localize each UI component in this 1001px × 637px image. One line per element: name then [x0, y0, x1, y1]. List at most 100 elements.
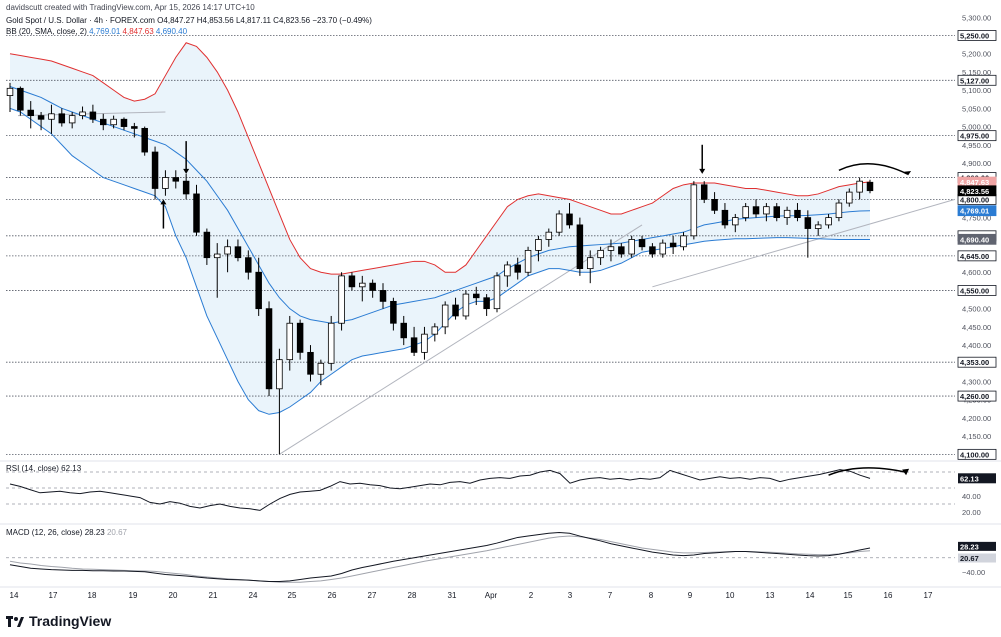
- price-axis-tick: 5,300.00: [962, 13, 991, 22]
- macd-value-tag: 28.23: [960, 542, 979, 551]
- trendline: [652, 198, 956, 288]
- rsi-legend[interactable]: RSI (14, close) 62.13: [6, 464, 81, 473]
- price-level-tag-box: [957, 30, 997, 41]
- candle-body: [483, 297, 490, 310]
- time-axis-tick: 17: [924, 591, 933, 600]
- candle-body: [711, 198, 718, 211]
- time-axis-tick: 8: [649, 591, 654, 600]
- time-axis-tick: 24: [249, 591, 258, 600]
- candle-body: [390, 300, 397, 324]
- candle-body: [856, 180, 863, 193]
- candle-body: [607, 246, 615, 251]
- change-value: −23.70 (−0.49%): [312, 16, 372, 25]
- macd-line: [9, 532, 871, 583]
- price-level-tag-box: [957, 356, 997, 368]
- rsi-legend-value: 62.13: [61, 464, 82, 473]
- macd-axis-tick: −40.00: [962, 568, 985, 577]
- price-level-tag: 4,353.00: [960, 358, 989, 367]
- price-axis-tick: 4,950.00: [962, 141, 991, 150]
- price-level-tag-box: [957, 74, 997, 86]
- symbol-ohlc-line: Gold Spot / U.S. Dollar · 4h · FOREX.com…: [6, 16, 372, 25]
- candle-body: [638, 239, 646, 248]
- price-axis-tick: 4,450.00: [962, 323, 991, 332]
- candle-body: [68, 115, 76, 124]
- candle-body: [162, 177, 169, 189]
- candle-body: [545, 231, 553, 240]
- tradingview-logo-icon: [6, 615, 24, 627]
- candle-body: [6, 87, 14, 96]
- price-axis-tick: 5,100.00: [962, 86, 991, 95]
- current-price-tag-box: [957, 185, 997, 197]
- candle-body: [586, 257, 594, 270]
- macd-label: MACD (12, 26, close): [6, 528, 83, 537]
- curved-arrow-annotation-head: [904, 170, 912, 176]
- candle-body: [763, 206, 770, 215]
- candle-body: [804, 217, 812, 229]
- candle-body: [773, 206, 780, 219]
- time-axis-tick: 26: [328, 591, 337, 600]
- bb-mid-tag-box: [957, 205, 997, 217]
- price-level-tag: 4,975.00: [960, 132, 989, 141]
- macd-value-tag-box: [958, 541, 996, 551]
- candle-body: [794, 209, 801, 219]
- rsi-curved-arrow: [828, 467, 906, 476]
- arrow-annotation-head: [160, 199, 167, 205]
- price-level-tag: 4,550.00: [960, 286, 989, 295]
- chart-credit: davidscutt created with TradingView.com,…: [6, 3, 255, 12]
- candle-body: [732, 217, 739, 226]
- candle-body: [473, 293, 480, 299]
- time-axis-tick: 16: [884, 591, 893, 600]
- bb-upper-value: 4,847.63: [122, 27, 154, 36]
- candle-body: [742, 206, 749, 219]
- candle-body: [27, 109, 34, 117]
- rsi-curved-arrow-head: [902, 468, 910, 476]
- price-level-tag: 4,645.00: [960, 252, 989, 261]
- symbol-name[interactable]: Gold Spot / U.S. Dollar · 4h · FOREX.com: [6, 16, 155, 25]
- bollinger-band-fill: [10, 42, 870, 415]
- price-level-tag: 4,800.00: [960, 195, 989, 204]
- candle-body: [514, 264, 521, 273]
- price-axis-tick: 4,300.00: [962, 378, 991, 387]
- price-axis-tick: 4,150.00: [962, 432, 991, 441]
- bb-lower-tag-box: [957, 233, 997, 245]
- candle-body: [400, 322, 407, 339]
- time-axis-tick: Apr: [485, 591, 498, 600]
- curved-arrow-annotation: [838, 163, 908, 175]
- candle-body: [421, 333, 428, 353]
- candle-body: [825, 217, 832, 226]
- candle-body: [504, 264, 511, 277]
- candle-body: [597, 249, 604, 259]
- price-axis-tick: 5,000.00: [962, 123, 991, 132]
- price-axis-tick: 4,400.00: [962, 341, 991, 350]
- candle-body: [348, 275, 356, 288]
- time-axis-tick: 28: [408, 591, 417, 600]
- bb-mid-value: 4,769.01: [89, 27, 121, 36]
- time-axis-tick: 13: [766, 591, 775, 600]
- tradingview-logo-text: TradingView: [29, 613, 112, 629]
- candle-body: [379, 290, 387, 302]
- time-axis-tick: 25: [288, 591, 297, 600]
- bb-legend[interactable]: BB (20, SMA, close, 2) 4,769.01 4,847.63…: [6, 27, 187, 36]
- price-level-tag: 5,127.00: [960, 76, 989, 85]
- macd-legend[interactable]: MACD (12, 26, close) 28.23 20.67: [6, 528, 127, 537]
- price-axis-tick: 4,200.00: [962, 414, 991, 423]
- candle-body: [566, 213, 573, 226]
- open-value: O4,847.27: [157, 16, 195, 25]
- bb-lower-line: [9, 107, 870, 415]
- price-axis-tick: 5,150.00: [962, 68, 991, 77]
- candle-body: [628, 239, 635, 255]
- time-axis-tick: 27: [368, 591, 377, 600]
- candle-body: [535, 239, 542, 251]
- rsi-axis-tick: 40.00: [962, 492, 981, 501]
- arrow-annotation-head: [699, 168, 706, 174]
- candle-body: [814, 224, 822, 229]
- candle-body: [245, 257, 252, 273]
- rsi-line: [9, 469, 871, 511]
- macd-legend-value: 28.23: [84, 528, 105, 537]
- time-axis-tick: 14: [806, 591, 815, 600]
- candle-body: [576, 224, 584, 270]
- candle-body: [172, 177, 180, 182]
- price-axis-tick: 5,200.00: [962, 50, 991, 59]
- candle-body: [265, 308, 273, 390]
